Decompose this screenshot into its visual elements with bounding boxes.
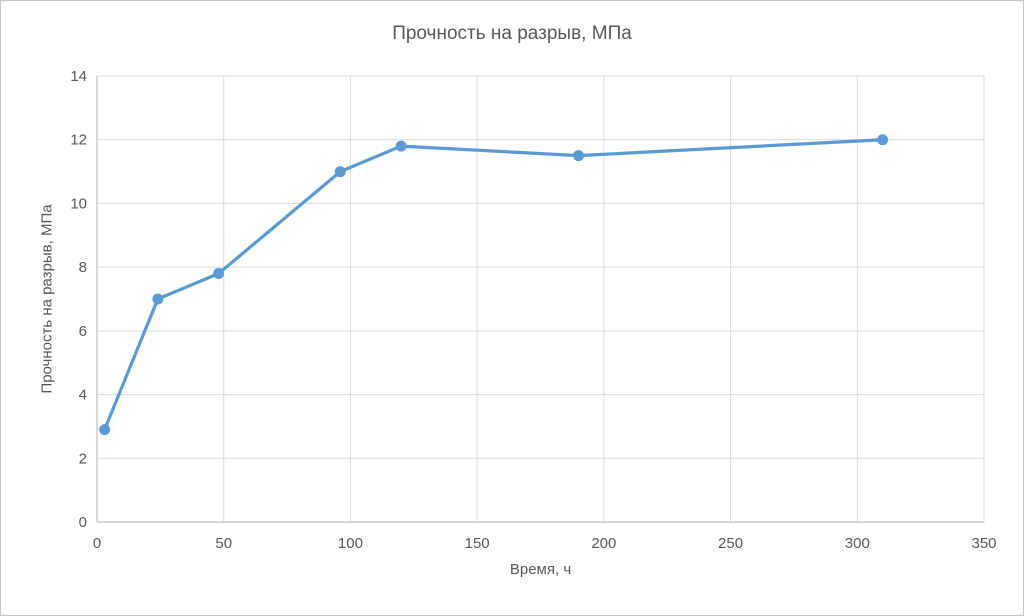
series-line [102, 138, 885, 432]
x-tick-label-250: 250 [718, 535, 743, 552]
data-point-x24 [152, 293, 164, 305]
y-tick-label-2: 2 [79, 450, 87, 467]
y-tick-label-8: 8 [79, 259, 87, 276]
x-tick-label-300: 300 [845, 535, 870, 552]
x-tick-label-150: 150 [465, 535, 490, 552]
y-tick-label-14: 14 [70, 68, 87, 85]
y-axis-title: Прочность на разрыв, МПа [38, 204, 56, 394]
x-tick-label-50: 50 [215, 535, 232, 552]
chart-title: Прочность на разрыв, МПа [392, 23, 632, 44]
x-tick-label-100: 100 [338, 535, 363, 552]
y-tick-label-12: 12 [70, 132, 87, 149]
data-point-x96 [334, 166, 346, 178]
y-tick-label-4: 4 [79, 387, 87, 404]
data-point-x3 [99, 424, 111, 436]
y-tick-label-10: 10 [70, 195, 87, 212]
y-tick-label-6: 6 [79, 323, 87, 340]
data-point-x48 [213, 268, 225, 280]
data-point-x120 [395, 140, 407, 152]
y-tick-label-0: 0 [79, 514, 87, 531]
data-point-x190 [573, 150, 585, 162]
x-axis-title: Время, ч [509, 561, 572, 578]
x-tick-label-350: 350 [971, 535, 996, 552]
x-tick-label-0: 0 [93, 535, 101, 552]
data-point-x310 [877, 134, 889, 146]
x-tick-label-200: 200 [591, 535, 616, 552]
